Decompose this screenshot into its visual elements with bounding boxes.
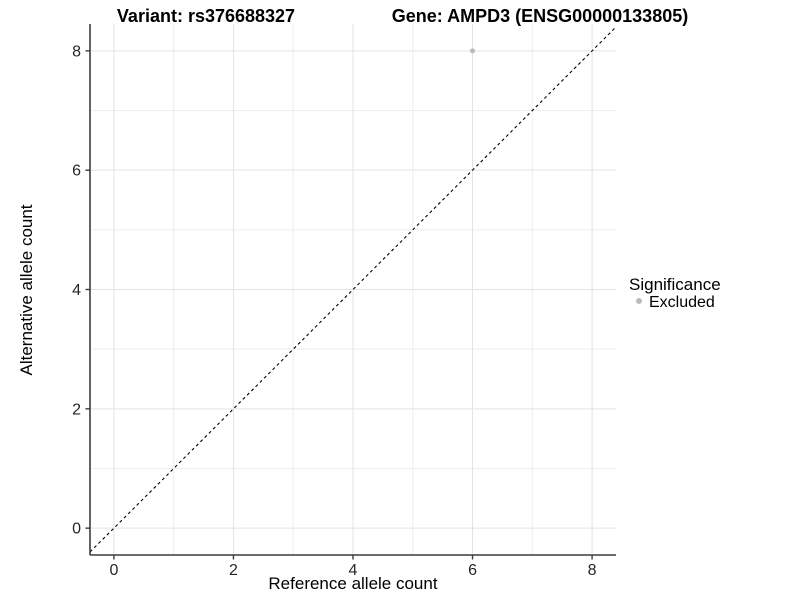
legend-item-label: Excluded xyxy=(649,294,715,311)
plot-title-variant: Variant: rs376688327 xyxy=(117,6,295,26)
x-tick-label: 8 xyxy=(588,562,597,579)
y-tick-label: 0 xyxy=(72,521,81,538)
major-gridlines xyxy=(90,24,616,555)
x-tick-label: 0 xyxy=(109,562,118,579)
x-tick-label: 2 xyxy=(229,562,238,579)
x-tick-label: 4 xyxy=(349,562,358,579)
y-tick-label: 2 xyxy=(72,401,81,418)
identity-dashed-line xyxy=(89,26,617,553)
y-tick-labels: 0 2 4 6 8 xyxy=(72,43,81,537)
data-point xyxy=(470,48,476,54)
excluded-marker-icon xyxy=(636,298,642,304)
x-tick-label: 6 xyxy=(468,562,477,579)
x-tick-labels: 0 2 4 6 8 xyxy=(109,562,596,579)
legend-title: Significance xyxy=(629,275,721,294)
x-axis-title: Reference allele count xyxy=(268,574,437,593)
legend-item-excluded: Excluded xyxy=(636,294,715,311)
y-tick-label: 4 xyxy=(72,282,81,299)
identity-line xyxy=(89,26,617,553)
data-points xyxy=(470,48,476,54)
tick-marks xyxy=(85,50,593,560)
y-tick-label: 6 xyxy=(72,163,81,180)
y-axis-title: Alternative allele count xyxy=(17,204,36,375)
y-tick-label: 8 xyxy=(72,43,81,60)
plot-title-gene: Gene: AMPD3 (ENSG00000133805) xyxy=(392,6,688,26)
legend: Significance Excluded xyxy=(629,275,721,311)
